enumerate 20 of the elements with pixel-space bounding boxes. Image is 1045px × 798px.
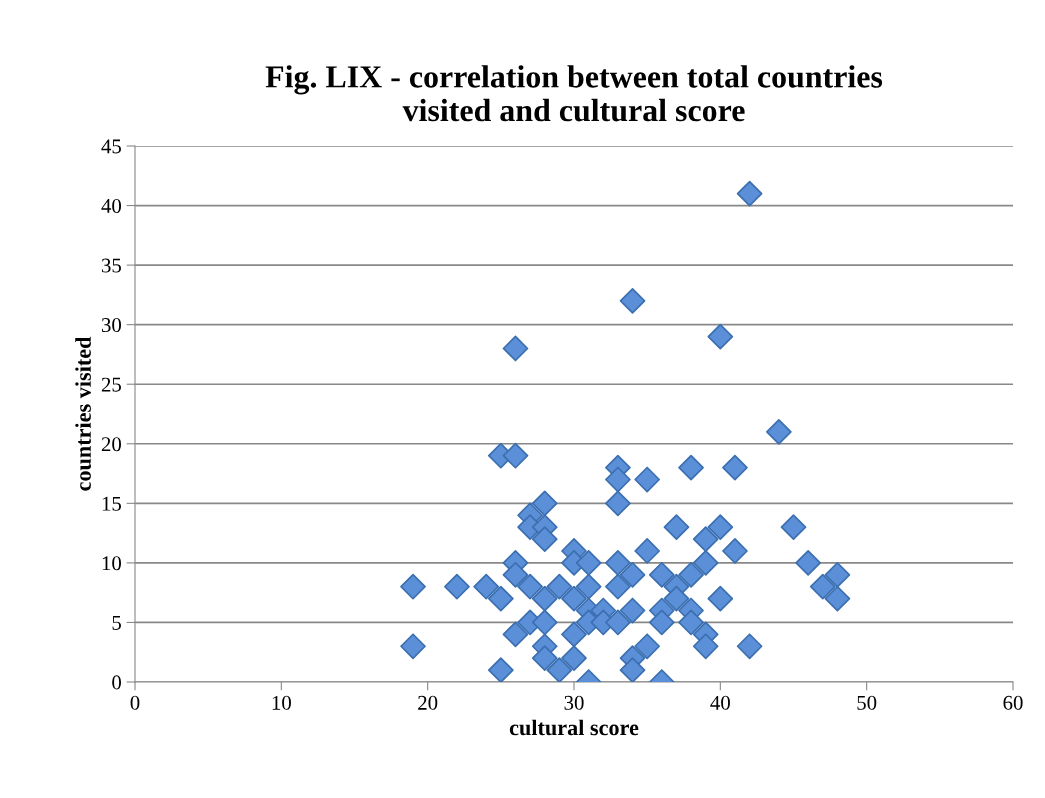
- x-axis-title: cultural score: [509, 719, 639, 736]
- x-tick-label: 0: [130, 695, 140, 710]
- y-tick-label: 35: [101, 258, 121, 273]
- y-tick-label: 10: [102, 556, 122, 571]
- x-tick-label: 40: [710, 695, 730, 710]
- x-tick-label: 10: [272, 695, 291, 710]
- y-tick-label: 30: [101, 318, 122, 333]
- y-axis-title: countries visited: [75, 336, 91, 491]
- y-tick-label: 40: [101, 198, 122, 213]
- y-tick-label: 0: [112, 675, 122, 690]
- y-tick-label: 45: [101, 139, 121, 154]
- x-tick-label: 30: [564, 695, 584, 710]
- x-tick-label: 20: [418, 695, 438, 710]
- y-tick-label: 5: [112, 616, 121, 630]
- y-tick-label: 20: [101, 437, 122, 452]
- x-tick-label: 50: [857, 695, 877, 710]
- chart-title: Fig. LIX - correlation between total countries visited and cultural score: [265, 65, 883, 122]
- y-tick-label: 15: [102, 496, 121, 511]
- x-tick-label: 60: [1003, 695, 1023, 710]
- y-tick-label: 25: [101, 377, 121, 392]
